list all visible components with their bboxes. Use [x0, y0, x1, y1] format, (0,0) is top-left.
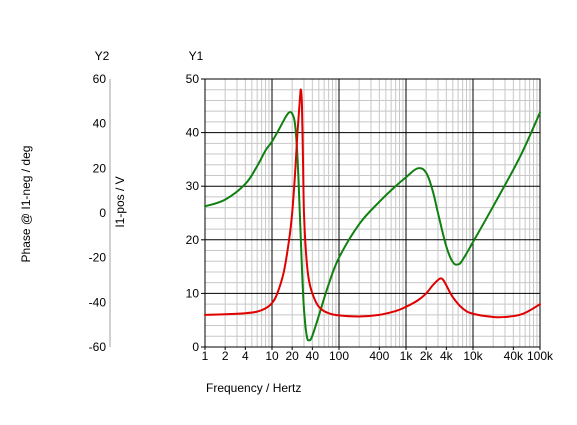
- x-tick-label: 2: [222, 349, 229, 363]
- y2-axis: -60 -40 -20 0 20 40 60: [89, 72, 111, 354]
- y1-header: Y1: [189, 49, 204, 63]
- y2-tick-label: -20: [89, 251, 107, 265]
- y1-axis-title: I1-pos / V: [113, 176, 127, 227]
- y1-tick-label: 40: [186, 126, 200, 140]
- x-tick-label: 1: [202, 349, 209, 363]
- x-tick-label: 100: [329, 349, 349, 363]
- series-line-green: [204, 111, 541, 342]
- x-tick-label: 400: [369, 349, 389, 363]
- x-tick-label: 4k: [440, 349, 454, 363]
- y2-tick-label: 0: [99, 206, 106, 220]
- x-tick-label: 1k: [400, 349, 414, 363]
- x-tick-label: 20: [285, 349, 299, 363]
- y2-tick-label: 20: [93, 161, 107, 175]
- y2-tick-label: -40: [89, 295, 107, 309]
- x-tick-label: 2k: [420, 349, 434, 363]
- y1-tick-label: 0: [192, 340, 199, 354]
- x-axis-title: Frequency / Hertz: [206, 381, 301, 395]
- y1-tick-label: 20: [186, 233, 200, 247]
- y2-tick-label: 40: [93, 117, 107, 131]
- y1-axis: 0 10 20 30 40 50: [186, 72, 205, 354]
- x-tick-label: 4: [242, 349, 249, 363]
- y2-header: Y2: [95, 49, 110, 63]
- x-tick-label: 10: [265, 349, 279, 363]
- plot-frame: [204, 78, 541, 348]
- series-line-red: [204, 88, 541, 319]
- series-layer: [204, 88, 541, 342]
- x-tick-label: 100k: [527, 349, 554, 363]
- y1-tick-label: 30: [186, 179, 200, 193]
- x-axis: 1 2 4 10 20 40 100 400 1k 2k 4k 10k 40k 100k: [202, 347, 554, 363]
- x-tick-label: 40k: [504, 349, 524, 363]
- x-tick-label: 40: [306, 349, 320, 363]
- y2-tick-label: -60: [89, 340, 107, 354]
- y2-axis-title: Phase @ I1-neg / deg: [19, 146, 33, 263]
- y1-tick-label: 10: [186, 286, 200, 300]
- y2-tick-label: 60: [93, 72, 107, 86]
- x-tick-label: 10k: [463, 349, 483, 363]
- major-gridlines: [205, 79, 540, 347]
- y1-tick-label: 50: [186, 72, 200, 86]
